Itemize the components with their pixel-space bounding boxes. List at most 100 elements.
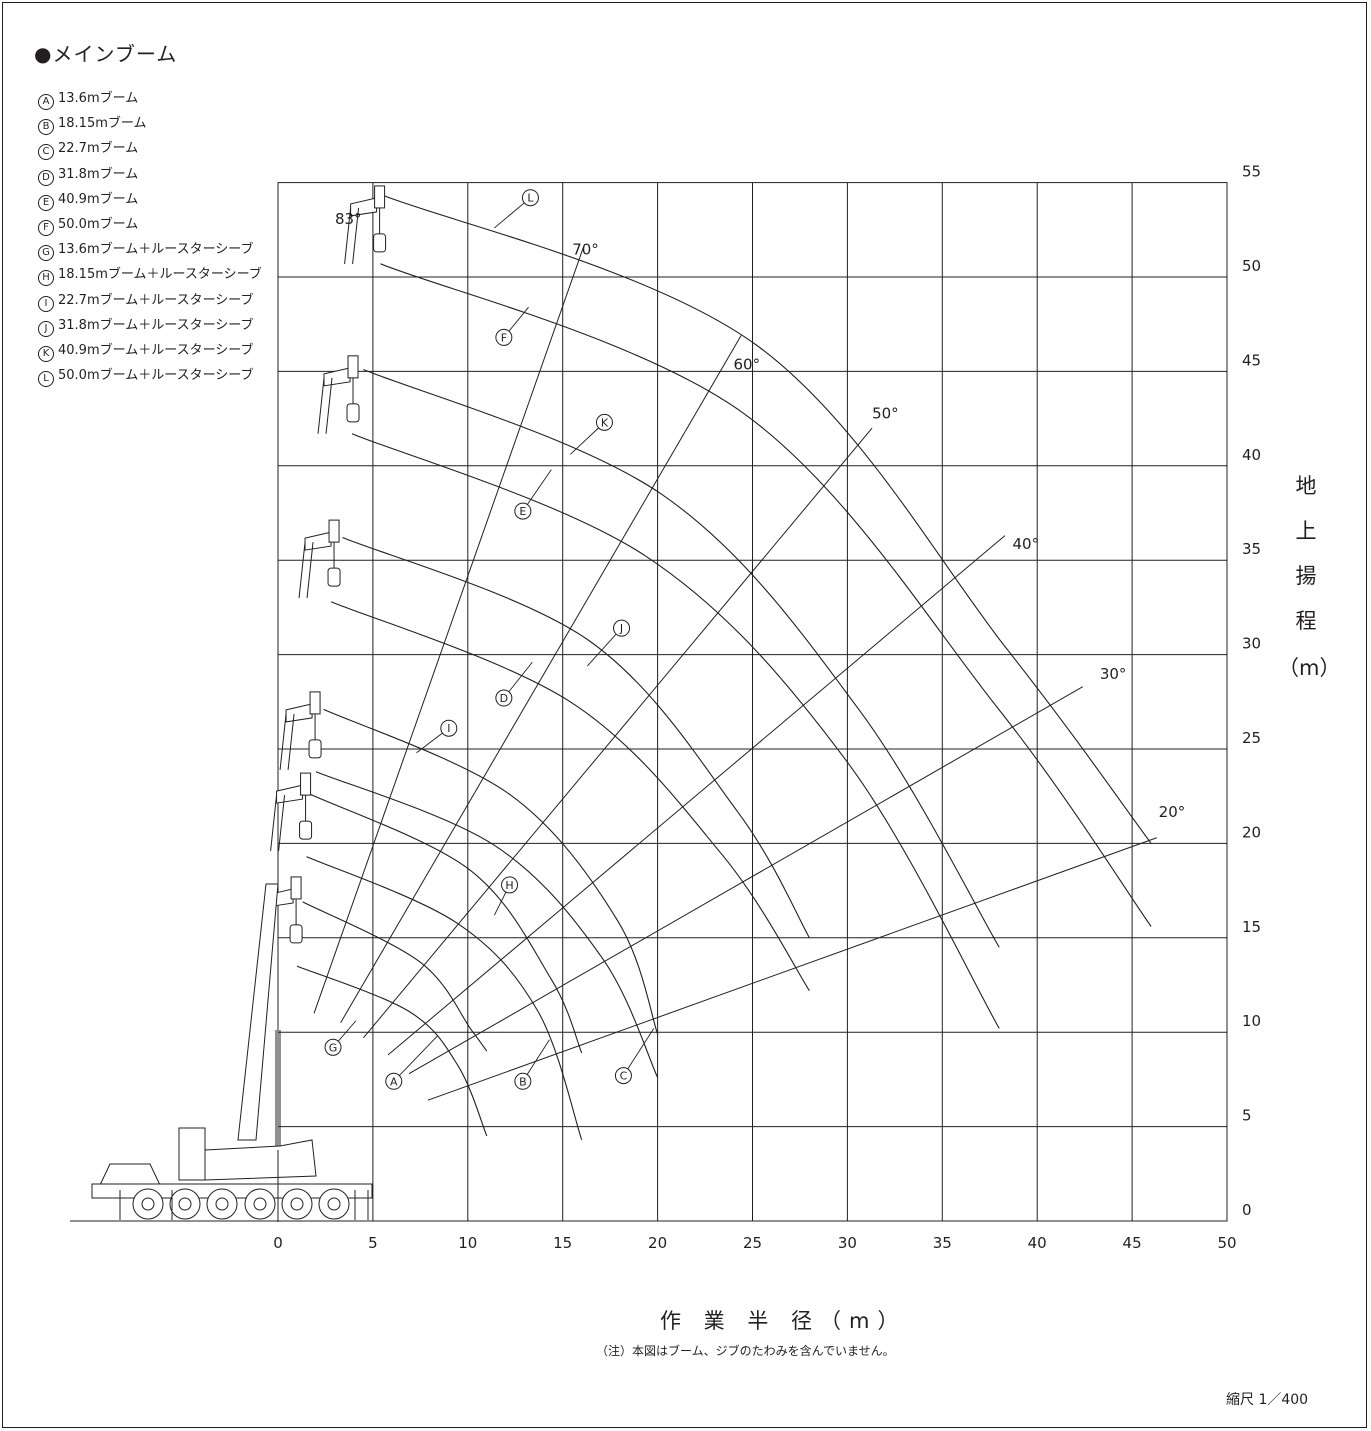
wheel-hub	[327, 1197, 341, 1211]
y-tick-label: 10	[1242, 1012, 1261, 1030]
boom-line	[287, 713, 295, 770]
marker-letter: J	[619, 622, 623, 635]
legend-item-d: D 31.8mブーム	[38, 162, 262, 187]
y-tick-label: 45	[1242, 351, 1261, 369]
legend-label: 50.0mブーム＋ルースターシーブ	[58, 368, 254, 384]
page-title: ●メインブーム	[34, 42, 178, 66]
marker-circle-a	[385, 1072, 403, 1090]
scale-label: 縮尺 1／400	[1226, 1392, 1309, 1408]
curve-b	[306, 856, 583, 1140]
axis-ticks: 0 5 10 15 20 25 30 35 40 45 50 0 5 10 15 20 25 30 35 40 45 50…	[273, 163, 1261, 1252]
marker-circle-i	[440, 719, 458, 737]
boom-head	[285, 703, 313, 723]
wheel	[206, 1188, 238, 1220]
boom-tip-curves	[296, 195, 1152, 1140]
sheave-block	[300, 772, 312, 796]
wheel-hub	[178, 1197, 192, 1211]
angle-label: 83°	[335, 210, 362, 228]
legend-item-g: G 13.6mブーム＋ルースターシーブ	[38, 237, 262, 262]
sheave-block	[290, 876, 302, 900]
y-tick-label: 40	[1242, 446, 1261, 464]
boom-line	[344, 207, 352, 264]
x-tick-label: 50	[1217, 1234, 1236, 1252]
marker-letter: H	[505, 879, 513, 892]
boom-line	[317, 377, 325, 434]
legend-label: 18.15mブーム	[58, 116, 147, 132]
curve-h	[310, 793, 583, 1054]
superstructure	[204, 1139, 317, 1181]
marker-letter: K	[601, 416, 609, 429]
x-tick-label: 15	[553, 1234, 572, 1252]
y-tick-label: 15	[1242, 918, 1261, 936]
sheave-block	[347, 355, 359, 379]
legend-label: 40.9mブーム	[58, 191, 139, 207]
y-tick-label: 0	[1242, 1201, 1252, 1219]
hook-block	[299, 820, 313, 840]
x-axis-label: 作 業 半 径（m）	[660, 1309, 907, 1333]
sheave-block	[374, 185, 386, 209]
legend-item-e: E 40.9mブーム	[38, 187, 262, 212]
legend-mark: F	[38, 220, 54, 237]
y-tick-label: 5	[1242, 1107, 1252, 1125]
sheave-block	[328, 519, 340, 543]
legend-mark: D	[38, 169, 54, 186]
carrier-cab	[99, 1163, 161, 1186]
angle-ray	[363, 427, 873, 1039]
boom-line	[352, 207, 360, 264]
legend-item-l: L 50.0mブーム＋ルースターシーブ	[38, 363, 262, 388]
legend-mark: K	[38, 346, 54, 363]
marker-circle-f	[495, 328, 513, 346]
y-axis-label-char: 上	[1295, 519, 1317, 543]
marker-letter: I	[447, 722, 450, 735]
boom-line	[306, 542, 314, 599]
boom-line	[278, 795, 286, 852]
boom-head	[304, 531, 332, 551]
crane-illustration	[91, 185, 387, 1222]
wheel	[318, 1188, 350, 1220]
wheel	[132, 1188, 164, 1220]
wheel-hub	[141, 1197, 155, 1211]
boom-head	[276, 784, 304, 804]
marker-letter: L	[527, 192, 534, 205]
curve-j	[342, 536, 810, 939]
marker-circle-g	[324, 1038, 342, 1056]
legend-item-f: F 50.0mブーム	[38, 212, 262, 237]
marker-circle-b	[514, 1072, 532, 1090]
sheave-block	[309, 691, 321, 715]
legend-mark: C	[38, 144, 54, 161]
legend-mark: G	[38, 245, 54, 262]
y-tick-label: 25	[1242, 729, 1261, 747]
curve-f	[380, 263, 1152, 927]
angle-label: 20°	[1159, 803, 1186, 821]
marker-circle-j	[613, 619, 631, 637]
legend-mark: A	[38, 94, 54, 110]
marker-circle-l	[521, 189, 539, 207]
angle-ray	[408, 686, 1084, 1075]
wheel	[169, 1188, 201, 1220]
legend-mark: H	[38, 270, 54, 287]
boom-line	[325, 377, 333, 434]
legend-item-c: C 22.7mブーム	[38, 136, 262, 161]
y-tick-label: 30	[1242, 635, 1261, 653]
angle-ray	[340, 335, 742, 1024]
grid	[70, 182, 1228, 1222]
marker-leader	[623, 1028, 655, 1076]
wheel	[244, 1188, 276, 1220]
legend-label: 40.9mブーム＋ルースターシーブ	[58, 343, 254, 359]
hook-block	[346, 403, 360, 423]
wheel-hub	[253, 1197, 267, 1211]
curve-k	[363, 368, 1000, 948]
hook-block	[373, 233, 387, 253]
legend-label: 31.8mブーム＋ルースターシーブ	[58, 317, 254, 333]
wheel	[281, 1188, 313, 1220]
x-tick-label: 5	[368, 1234, 378, 1252]
legend-item-j: J 31.8mブーム＋ルースターシーブ	[38, 313, 262, 338]
boom-line	[279, 713, 287, 770]
y-axis-label-char: 地	[1295, 474, 1317, 498]
marker-letter: C	[620, 1070, 628, 1083]
curve-markers: A B C D E F G H I J K L	[324, 189, 655, 1090]
counterweight	[178, 1127, 206, 1181]
legend-item-h: H 18.15mブーム＋ルースターシーブ	[38, 262, 262, 287]
